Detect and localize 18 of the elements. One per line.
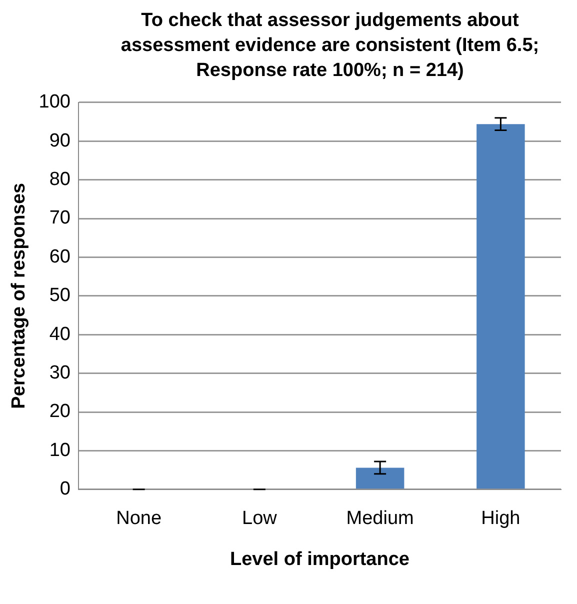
chart-title: To check that assessor judgements about assessment evidence are consistent (Item 6.5; Response rate 100%; n = 214) bbox=[120, 9, 540, 83]
x-tick-label: Low bbox=[242, 508, 278, 530]
x-axis-title: Level of importance bbox=[230, 548, 410, 570]
y-tick-label: 80 bbox=[49, 169, 70, 190]
y-tick-label: 90 bbox=[49, 130, 70, 152]
y-tick-label: 20 bbox=[49, 401, 70, 422]
y-tick-label: 70 bbox=[49, 208, 70, 229]
y-tick-label: 100 bbox=[38, 92, 70, 113]
x-tick-label: Medium bbox=[346, 508, 414, 530]
y-tick-label: 40 bbox=[49, 324, 70, 345]
y-tick-label: 30 bbox=[49, 362, 70, 384]
x-tick-label: None bbox=[116, 508, 162, 530]
y-axis-title: Percentage of responses bbox=[8, 182, 30, 409]
x-tick-label: High bbox=[481, 508, 520, 530]
y-tick-label: 50 bbox=[49, 285, 70, 306]
y-tick-label: 0 bbox=[60, 478, 70, 500]
y-tick-label: 60 bbox=[49, 246, 70, 268]
y-tick-label: 10 bbox=[49, 440, 70, 461]
